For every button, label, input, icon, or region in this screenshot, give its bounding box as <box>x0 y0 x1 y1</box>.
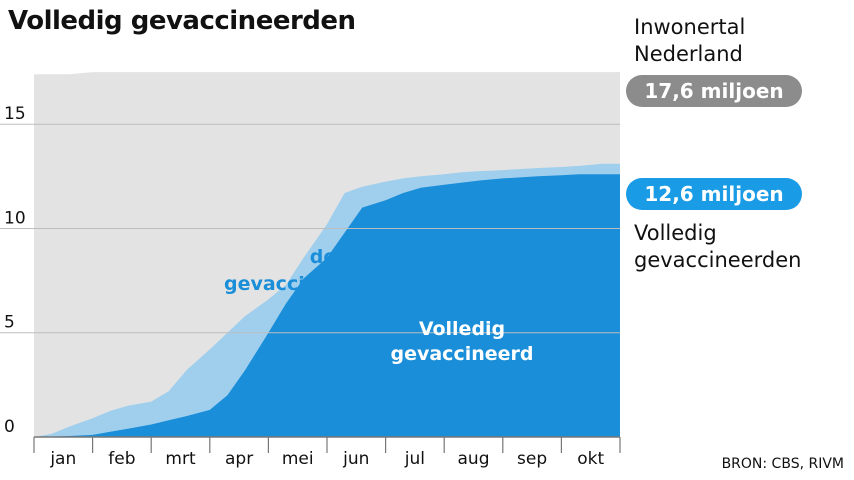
population-label-line1: Inwonertal <box>634 15 746 39</box>
vaccinated-label: Volledig gevaccineerden <box>634 220 801 274</box>
population-label-line2: Nederland <box>634 42 743 66</box>
y-tick-label: 15 <box>4 104 26 124</box>
full-area-label-line1: Volledig <box>419 318 505 340</box>
x-tick-label-mrt: mrt <box>165 449 196 469</box>
full-area <box>34 174 620 438</box>
vaccinated-label-line1: Volledig <box>634 221 717 245</box>
x-tick-label-jan: jan <box>49 449 76 469</box>
y-tick-label: 10 <box>4 208 26 228</box>
partial-area-label-line1: deels <box>310 246 367 268</box>
page-title: Volledig gevaccineerden <box>8 6 356 36</box>
x-tick-label-jul: jul <box>404 449 425 469</box>
vaccinated-label-line2: gevaccineerden <box>634 248 802 272</box>
population-label: Inwonertal Nederland <box>634 14 745 68</box>
x-tick-label-jun: jun <box>342 449 369 469</box>
vaccinated-pill: 12,6 miljoen <box>626 178 802 210</box>
x-tick-label-aug: aug <box>458 449 490 469</box>
x-tick-label-apr: apr <box>225 449 253 469</box>
y-tick-label: 0 <box>4 417 15 437</box>
x-tick-label-okt: okt <box>577 449 604 469</box>
source-note: BRON: CBS, RIVM <box>721 456 844 472</box>
full-area-label-line2: gevaccineerd <box>390 343 533 365</box>
x-tick-label-sep: sep <box>517 449 547 469</box>
x-tick-label-feb: feb <box>108 449 135 469</box>
partial-area-label-line2: gevaccineerd <box>224 273 367 295</box>
population-pill: 17,6 miljoen <box>626 75 802 107</box>
y-tick-label: 5 <box>4 313 15 333</box>
x-tick-label-mei: mei <box>282 449 314 469</box>
